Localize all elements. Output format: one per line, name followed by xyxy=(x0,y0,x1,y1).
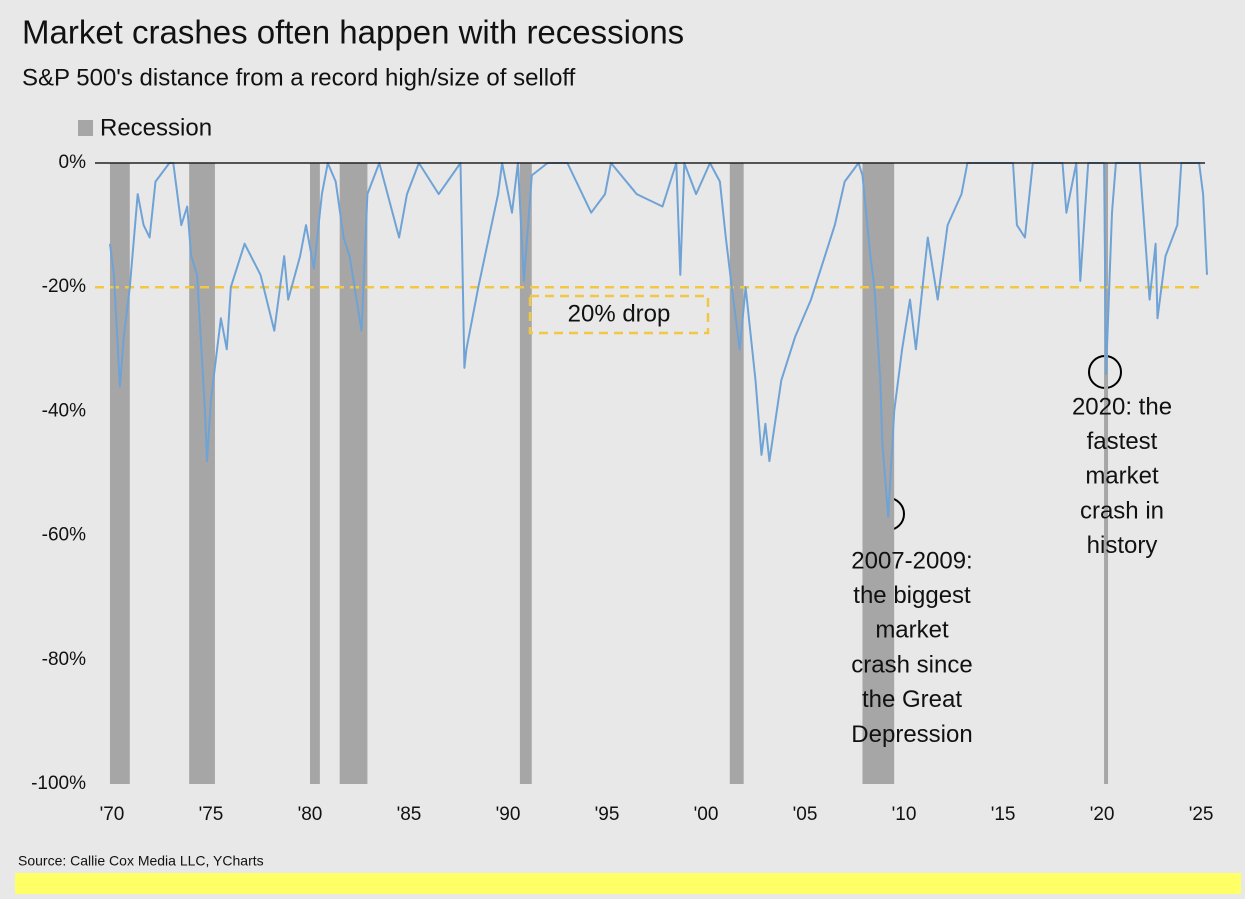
annotation: 2007-2009: xyxy=(851,547,972,574)
x-tick-label: '90 xyxy=(496,804,521,825)
recession-band xyxy=(862,163,895,784)
recession-band xyxy=(109,163,130,784)
annotation: the Great xyxy=(862,686,962,713)
annotation: crash in xyxy=(1080,497,1164,524)
reference-box xyxy=(528,294,710,335)
annotation: market xyxy=(875,617,949,644)
x-tick-label: '00 xyxy=(694,804,719,825)
y-tick-label: 0% xyxy=(59,152,87,173)
annotation: history xyxy=(1087,532,1158,559)
x-tick-label: '80 xyxy=(298,804,323,825)
x-tick-label: '05 xyxy=(793,804,818,825)
x-tick-label: '75 xyxy=(199,804,224,825)
y-tick-label: -80% xyxy=(42,649,86,670)
annotation: crash since xyxy=(851,651,972,678)
x-tick-label: '15 xyxy=(991,804,1016,825)
legend-label: Recession xyxy=(100,114,212,141)
y-tick-label: -20% xyxy=(42,276,86,297)
x-tick-label: '25 xyxy=(1189,804,1214,825)
chart-subtitle: S&P 500's distance from a record high/si… xyxy=(22,64,576,91)
y-tick-label: -40% xyxy=(42,400,86,421)
recession-band xyxy=(339,163,368,784)
annotation: market xyxy=(1085,463,1159,490)
y-tick-label: -60% xyxy=(42,525,86,546)
source: Source: Callie Cox Media LLC, YCharts xyxy=(18,853,264,869)
x-tick-label: '10 xyxy=(892,804,917,825)
recession-band xyxy=(1104,163,1109,784)
x-tick-label: '85 xyxy=(397,804,422,825)
reference-label: 20% drop xyxy=(568,300,671,327)
annotation: Depression xyxy=(851,721,972,748)
annotation: 2020: the xyxy=(1072,393,1172,420)
recession-band xyxy=(189,163,215,784)
highlight-band xyxy=(15,873,1241,894)
recession-band xyxy=(309,163,320,784)
y-tick-label: -100% xyxy=(31,773,86,794)
x-tick-label: '20 xyxy=(1090,804,1115,825)
recession-band xyxy=(729,163,744,784)
chart-title: Market crashes often happen with recessi… xyxy=(22,14,684,51)
legend-swatch xyxy=(78,120,93,136)
annotation: the biggest xyxy=(853,582,971,609)
annotation: fastest xyxy=(1087,428,1158,455)
recession-band xyxy=(519,163,532,784)
x-tick-label: '95 xyxy=(595,804,620,825)
x-tick-label: '70 xyxy=(100,804,125,825)
